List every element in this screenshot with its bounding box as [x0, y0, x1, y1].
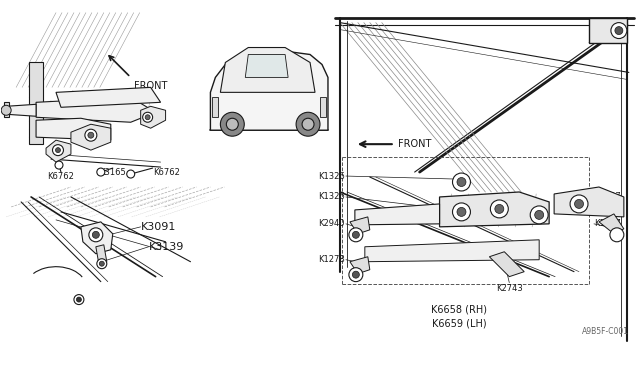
Circle shape	[52, 145, 63, 155]
Polygon shape	[4, 102, 9, 117]
Circle shape	[349, 228, 363, 242]
Circle shape	[127, 170, 134, 178]
Circle shape	[74, 295, 84, 305]
Polygon shape	[554, 187, 624, 217]
Polygon shape	[440, 192, 549, 227]
Circle shape	[97, 168, 105, 176]
Polygon shape	[212, 97, 218, 117]
Polygon shape	[245, 54, 288, 77]
Polygon shape	[355, 204, 440, 225]
Text: K3139: K3139	[148, 242, 184, 252]
Circle shape	[302, 118, 314, 130]
Text: K2940: K2940	[319, 219, 345, 228]
Circle shape	[353, 271, 359, 278]
Circle shape	[296, 112, 320, 136]
Circle shape	[88, 132, 94, 138]
Text: K6762: K6762	[152, 168, 179, 177]
Circle shape	[611, 23, 627, 39]
Text: K2923: K2923	[589, 33, 616, 42]
Circle shape	[490, 200, 508, 218]
Text: K2743: K2743	[496, 283, 523, 293]
Polygon shape	[81, 222, 113, 254]
Polygon shape	[599, 214, 624, 234]
Polygon shape	[350, 257, 370, 274]
Text: K1278: K1278	[318, 255, 345, 264]
Circle shape	[452, 173, 470, 191]
Circle shape	[143, 112, 152, 122]
Circle shape	[76, 297, 81, 302]
Polygon shape	[6, 104, 36, 116]
Circle shape	[99, 261, 104, 266]
Circle shape	[89, 228, 103, 242]
Circle shape	[534, 211, 543, 219]
Circle shape	[610, 228, 624, 242]
Polygon shape	[350, 217, 370, 234]
Text: K1326: K1326	[318, 192, 345, 202]
Circle shape	[495, 205, 504, 214]
Circle shape	[97, 259, 107, 269]
Circle shape	[570, 195, 588, 213]
Circle shape	[615, 26, 623, 35]
Circle shape	[220, 112, 244, 136]
Polygon shape	[220, 48, 315, 92]
Circle shape	[353, 231, 359, 238]
Circle shape	[56, 148, 60, 153]
Circle shape	[92, 231, 99, 238]
Text: K1326: K1326	[318, 171, 345, 180]
Text: K3165: K3165	[99, 168, 126, 177]
Circle shape	[85, 129, 97, 141]
Polygon shape	[29, 62, 43, 144]
Text: K1337: K1337	[594, 219, 621, 228]
Polygon shape	[96, 245, 107, 264]
Text: K3091: K3091	[141, 222, 176, 232]
Text: K6762: K6762	[47, 172, 74, 181]
Circle shape	[575, 199, 584, 208]
Text: K6658 (RH): K6658 (RH)	[431, 305, 488, 315]
Text: K2897: K2897	[594, 192, 621, 202]
Polygon shape	[36, 118, 111, 140]
Text: A9B5F-C001: A9B5F-C001	[582, 327, 629, 336]
Circle shape	[349, 268, 363, 282]
Circle shape	[452, 203, 470, 221]
Circle shape	[457, 208, 466, 217]
Circle shape	[457, 177, 466, 186]
Circle shape	[530, 206, 548, 224]
Polygon shape	[56, 87, 161, 107]
Polygon shape	[141, 106, 166, 128]
Polygon shape	[320, 97, 326, 117]
Polygon shape	[211, 51, 328, 130]
Circle shape	[145, 115, 150, 120]
Polygon shape	[490, 252, 524, 277]
Circle shape	[227, 118, 238, 130]
Polygon shape	[36, 97, 156, 122]
Polygon shape	[46, 140, 71, 162]
Polygon shape	[365, 240, 539, 262]
Text: FRONT: FRONT	[134, 81, 167, 92]
Text: K6659 (LH): K6659 (LH)	[432, 318, 487, 328]
Polygon shape	[71, 124, 111, 150]
Circle shape	[55, 161, 63, 169]
Text: FRONT: FRONT	[397, 139, 431, 149]
Polygon shape	[589, 17, 627, 42]
Circle shape	[1, 105, 11, 115]
